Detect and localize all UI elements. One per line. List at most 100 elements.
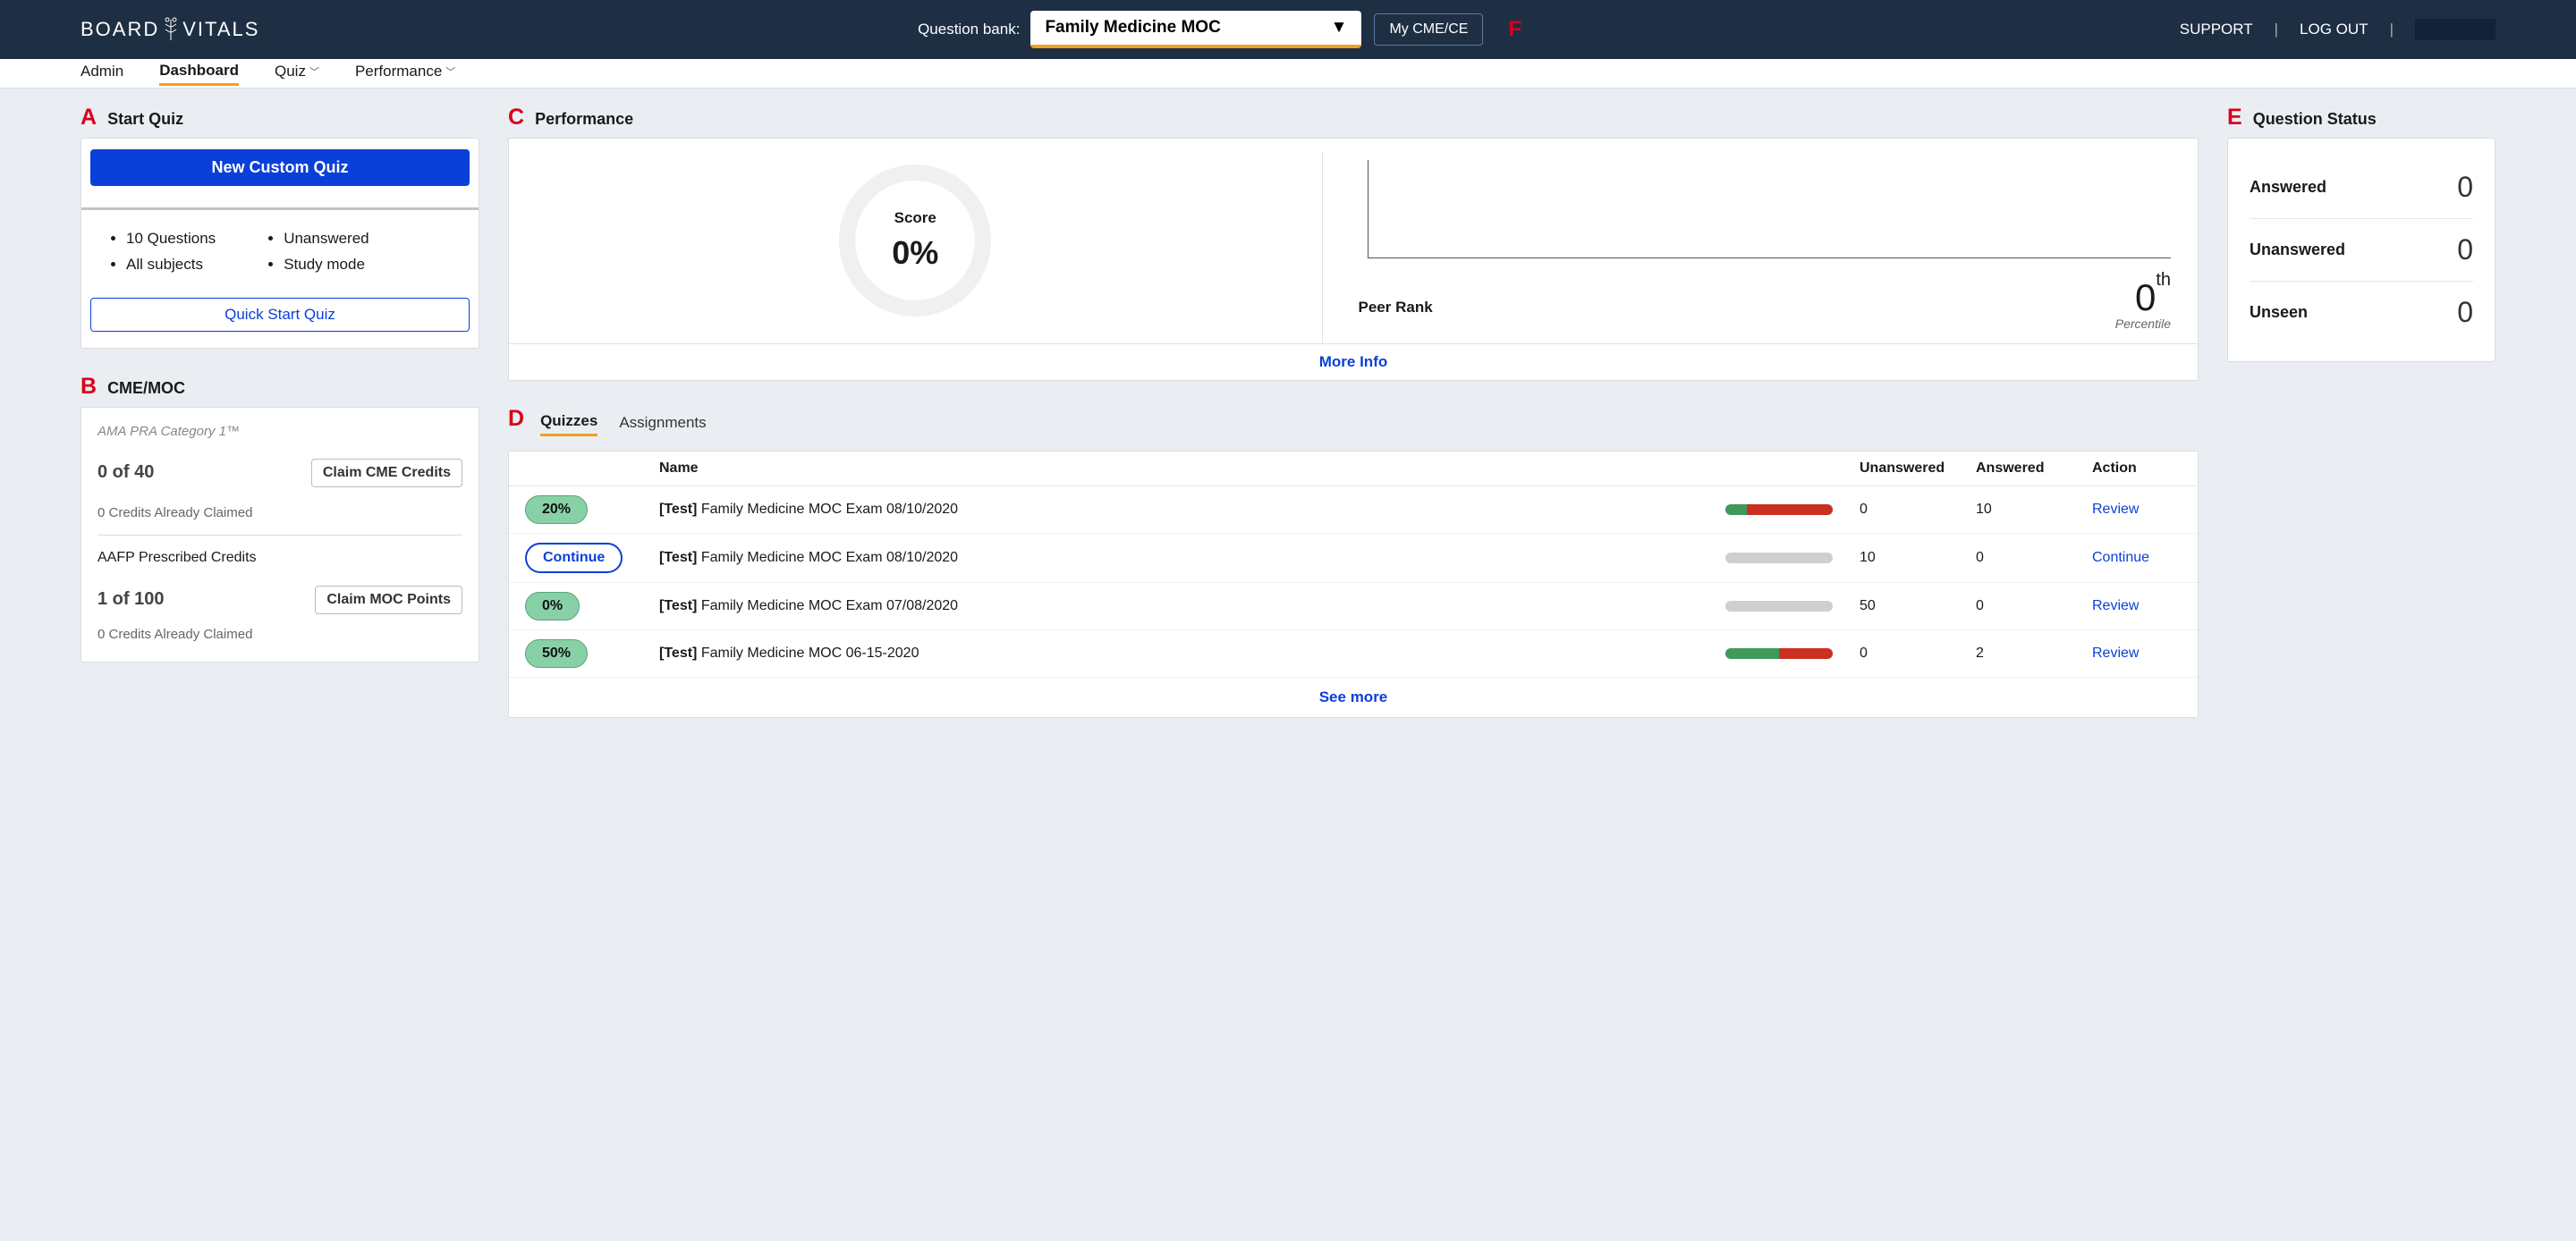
quiz-pill[interactable]: 20% [525, 495, 588, 524]
cme-card: AMA PRA Category 1™ 0 of 40 Claim CME Cr… [80, 407, 479, 663]
nav-admin[interactable]: Admin [80, 63, 123, 84]
annotation-f: F [1508, 17, 1521, 42]
quiz-progress-bar [1725, 504, 1833, 515]
quick-start-quiz-button[interactable]: Quick Start Quiz [90, 298, 470, 332]
quiz-name: [Test] Family Medicine MOC Exam 08/10/20… [659, 501, 1716, 519]
nav-performance[interactable]: Performance﹀ [355, 63, 455, 84]
caduceus-icon [163, 17, 179, 42]
annotation-a: A [80, 105, 97, 131]
col-unanswered: Unanswered [1860, 460, 1967, 477]
status-label: Unanswered [2250, 241, 2345, 259]
quiz-pill[interactable]: 50% [525, 639, 588, 668]
cme-title: CME/MOC [107, 379, 185, 398]
new-custom-quiz-button[interactable]: New Custom Quiz [90, 149, 470, 186]
quiz-unanswered: 0 [1860, 502, 1967, 518]
my-cme-button[interactable]: My CME/CE [1374, 13, 1483, 46]
quiz-unanswered: 50 [1860, 598, 1967, 614]
cme-label-2: AAFP Prescribed Credits [97, 550, 462, 566]
status-label: Unseen [2250, 303, 2308, 322]
quiz-name: [Test] Family Medicine MOC Exam 07/08/20… [659, 597, 1716, 616]
quiz-tabs: Quizzes Assignments [540, 412, 707, 436]
cme-claimed-2: 0 Credits Already Claimed [97, 627, 462, 642]
start-quiz-title: Start Quiz [107, 110, 183, 129]
chevron-down-icon: ﹀ [309, 64, 319, 79]
see-more-link[interactable]: See more [1319, 688, 1388, 705]
opt: All subjects [126, 252, 216, 278]
col-answered: Answered [1976, 460, 2083, 477]
quiz-progress-bar [1725, 648, 1833, 659]
nav-dashboard[interactable]: Dashboard [159, 62, 239, 86]
status-row: Unanswered 0 [2250, 219, 2473, 282]
nav-quiz[interactable]: Quiz﹀ [275, 63, 319, 84]
more-info-link[interactable]: More Info [1319, 353, 1388, 370]
status-value: 0 [2457, 171, 2473, 204]
top-bar: BOARD VITALS Question bank: Family Medic… [0, 0, 2576, 59]
redacted-user [2415, 19, 2496, 40]
score-panel: Score 0% [509, 151, 1323, 343]
annotation-c: C [508, 105, 524, 131]
col-name: Name [659, 460, 1716, 477]
quiz-answered: 0 [1976, 550, 2083, 566]
cme-value-1: 0 of 40 [97, 462, 154, 483]
annotation-b: B [80, 374, 97, 400]
logo: BOARD VITALS [80, 17, 259, 42]
rank-label: Peer Rank [1359, 299, 1433, 317]
divider [81, 207, 479, 210]
quiz-name: [Test] Family Medicine MOC Exam 08/10/20… [659, 549, 1716, 568]
claim-moc-button[interactable]: Claim MOC Points [315, 586, 462, 614]
status-value: 0 [2457, 233, 2473, 266]
score-label: Score [894, 209, 936, 227]
quiz-unanswered: 0 [1860, 646, 1967, 662]
quiz-action-link[interactable]: Review [2092, 646, 2182, 662]
logo-text-left: BOARD [80, 18, 159, 41]
claim-cme-button[interactable]: Claim CME Credits [311, 459, 462, 487]
performance-title: Performance [535, 110, 633, 129]
annotation-e: E [2227, 105, 2242, 131]
tab-quizzes[interactable]: Quizzes [540, 412, 597, 436]
top-right-links: SUPPORT | LOG OUT | [2180, 19, 2496, 40]
quiz-row: 50% [Test] Family Medicine MOC 06-15-2020… [509, 630, 2198, 678]
quiz-pill[interactable]: 0% [525, 592, 580, 620]
quick-start-options: 10 Questions All subjects Unanswered Stu… [90, 226, 470, 278]
opt: Unanswered [284, 226, 369, 252]
score-donut: Score 0% [839, 165, 991, 317]
tab-assignments[interactable]: Assignments [619, 414, 706, 435]
quiz-pill[interactable]: Continue [525, 543, 623, 573]
quiz-answered: 0 [1976, 598, 2083, 614]
quiz-table-head: Name Unanswered Answered Action [509, 452, 2198, 486]
status-row: Answered 0 [2250, 156, 2473, 219]
chevron-down-icon: ▼ [1331, 18, 1348, 38]
chevron-down-icon: ﹀ [445, 64, 455, 79]
bank-label: Question bank: [918, 21, 1020, 38]
quiz-action-link[interactable]: Continue [2092, 550, 2182, 566]
status-value: 0 [2457, 296, 2473, 329]
quiz-answered: 10 [1976, 502, 2083, 518]
quiz-answered: 2 [1976, 646, 2083, 662]
quiz-row: Continue [Test] Family Medicine MOC Exam … [509, 534, 2198, 583]
status-row: Unseen 0 [2250, 282, 2473, 343]
question-bank-select[interactable]: Family Medicine MOC ▼ [1030, 11, 1361, 48]
quiz-name: [Test] Family Medicine MOC 06-15-2020 [659, 645, 1716, 663]
col-action: Action [2092, 460, 2182, 477]
rank-value: 0th [2135, 271, 2171, 317]
rank-panel: Peer Rank 0th Percentile [1323, 151, 2199, 343]
start-quiz-card: New Custom Quiz 10 Questions All subject… [80, 138, 479, 349]
quiz-table: Name Unanswered Answered Action 20%[Test… [508, 451, 2199, 718]
rank-percentile: Percentile [1359, 317, 2172, 331]
status-card: Answered 0 Unanswered 0 Unseen 0 [2227, 138, 2496, 362]
separator: | [2390, 21, 2394, 38]
quiz-unanswered: 10 [1860, 550, 1967, 566]
support-link[interactable]: SUPPORT [2180, 21, 2253, 38]
cme-category: AMA PRA Category 1™ [97, 424, 462, 439]
nav-bar: Admin Dashboard Quiz﹀ Performance﹀ [0, 59, 2576, 89]
bank-value: Family Medicine MOC [1045, 18, 1220, 38]
divider [97, 535, 462, 536]
quiz-row: 0% [Test] Family Medicine MOC Exam 07/08/… [509, 583, 2198, 630]
logout-link[interactable]: LOG OUT [2300, 21, 2368, 38]
score-value: 0% [892, 234, 938, 272]
quiz-action-link[interactable]: Review [2092, 598, 2182, 614]
logo-text-right: VITALS [182, 18, 259, 41]
quiz-action-link[interactable]: Review [2092, 502, 2182, 518]
quiz-row: 20% [Test] Family Medicine MOC Exam 08/10… [509, 486, 2198, 534]
cme-claimed-1: 0 Credits Already Claimed [97, 505, 462, 520]
